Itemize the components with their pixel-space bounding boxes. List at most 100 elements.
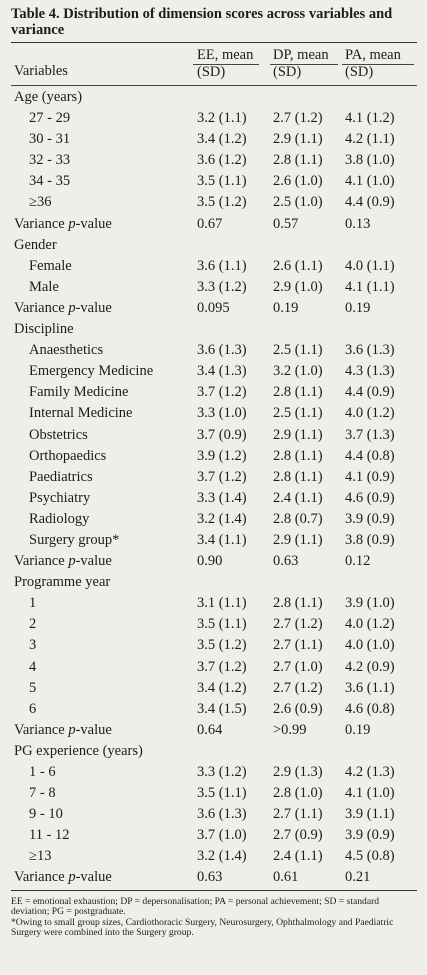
- row-label: Anaesthetics: [29, 342, 104, 359]
- cell-pa: 4.1 (1.1): [345, 278, 395, 295]
- table-group-row: Age (years): [11, 87, 417, 108]
- table-row: 27 - 29 3.2 (1.1) 2.7 (1.2) 4.1 (1.2): [11, 108, 417, 129]
- table-row: Surgery group* 3.4 (1.1) 2.9 (1.1) 3.8 (0.9…: [11, 530, 417, 551]
- cell-ee: 3.7 (1.0): [197, 827, 247, 844]
- table-row: 30 - 31 3.4 (1.2) 2.9 (1.1) 4.2 (1.1): [11, 129, 417, 150]
- cell-ee: 3.7 (1.2): [197, 468, 247, 485]
- table-row: 5 3.4 (1.2) 2.7 (1.2) 3.6 (1.1): [11, 678, 417, 699]
- row-label: Psychiatry: [29, 489, 91, 506]
- table-row: Female 3.6 (1.1) 2.6 (1.1) 4.0 (1.1): [11, 256, 417, 277]
- cell-pa: 4.4 (0.9): [345, 194, 395, 211]
- header-dp-underline: [270, 64, 338, 65]
- row-label: 1 - 6: [29, 764, 56, 780]
- row-label: Variance p-value: [14, 299, 112, 316]
- table-row: Male 3.3 (1.2) 2.9 (1.0) 4.1 (1.1): [11, 277, 417, 298]
- header-ee-line2: (SD): [197, 64, 226, 80]
- row-label: 4: [29, 658, 37, 675]
- cell-pa: 4.0 (1.2): [345, 405, 395, 422]
- header-ee-underline: [193, 64, 259, 65]
- cell-pa: 0.12: [345, 553, 371, 570]
- cell-pa: 0.13: [345, 215, 371, 232]
- cell-pa: 4.4 (0.9): [345, 384, 395, 401]
- row-label: 3: [29, 637, 37, 654]
- cell-pa: 3.8 (1.0): [345, 152, 395, 169]
- row-label: 7 - 8: [29, 785, 56, 802]
- cell-ee: 3.3 (1.2): [197, 764, 247, 780]
- table-row: 4 3.7 (1.2) 2.7 (1.0) 4.2 (0.9): [11, 657, 417, 678]
- cell-pa: 4.1 (0.9): [345, 468, 395, 485]
- table-footnotes: EE = emotional exhaustion; DP = deperson…: [11, 896, 417, 939]
- row-label: Emergency Medicine: [29, 363, 154, 380]
- cell-pa: 4.2 (1.3): [345, 764, 395, 780]
- table-group-row: Variance p-value 0.67 0.57 0.13: [11, 214, 417, 235]
- cell-pa: 4.2 (1.1): [345, 131, 395, 148]
- cell-dp: 2.7 (1.0): [273, 658, 323, 675]
- table-row: Internal Medicine 3.3 (1.0) 2.5 (1.1) 4.0 (…: [11, 403, 417, 424]
- table-row: 1 3.1 (1.1) 2.8 (1.1) 3.9 (1.0): [11, 593, 417, 614]
- table-row: 11 - 12 3.7 (1.0) 2.7 (0.9) 3.9 (0.9): [11, 825, 417, 846]
- table-row: 3 3.5 (1.2) 2.7 (1.1) 4.0 (1.0): [11, 635, 417, 656]
- header-rule: [11, 85, 417, 86]
- row-label: 5: [29, 679, 37, 696]
- row-label: Female: [29, 257, 72, 274]
- row-label: Male: [29, 278, 59, 295]
- row-label: PG experience (years): [14, 742, 143, 759]
- cell-dp: 2.8 (1.1): [273, 384, 323, 401]
- row-label: Obstetrics: [29, 426, 88, 443]
- cell-pa: 4.3 (1.3): [345, 363, 395, 380]
- row-label: Discipline: [14, 321, 74, 338]
- table-row: Psychiatry 3.3 (1.4) 2.4 (1.1) 4.6 (0.9): [11, 488, 417, 509]
- cell-pa: 0.19: [345, 299, 371, 316]
- table-group-row: Discipline: [11, 319, 417, 340]
- row-label: Age (years): [14, 89, 83, 105]
- cell-dp: 2.9 (1.0): [273, 278, 323, 295]
- cell-pa: 0.19: [345, 721, 371, 738]
- cell-ee: 3.5 (1.2): [197, 194, 247, 211]
- table-group-row: Programme year: [11, 572, 417, 593]
- table-row: ≥36 3.5 (1.2) 2.5 (1.0) 4.4 (0.9): [11, 192, 417, 213]
- cell-dp: 0.63: [273, 553, 299, 570]
- row-label: Paediatrics: [29, 468, 93, 485]
- row-label: 34 - 35: [29, 173, 71, 190]
- cell-ee: 0.90: [197, 553, 223, 570]
- cell-dp: 2.7 (1.2): [273, 110, 323, 127]
- cell-dp: 2.7 (1.2): [273, 679, 323, 696]
- cell-ee: 3.5 (1.1): [197, 173, 247, 190]
- footnote-surgery-group: *Owing to small group sizes, Cardiothora…: [11, 916, 394, 939]
- table-group-row: Gender: [11, 235, 417, 256]
- cell-ee: 3.4 (1.3): [197, 363, 247, 380]
- cell-dp: 0.61: [273, 869, 299, 886]
- cell-ee: 3.4 (1.1): [197, 531, 247, 548]
- row-label: Variance p-value: [14, 215, 112, 232]
- table-header: Variables EE, mean (SD) DP, mean (SD) PA…: [11, 43, 417, 85]
- cell-dp: 2.5 (1.0): [273, 194, 323, 211]
- row-label: 6: [29, 700, 37, 717]
- cell-ee: 3.2 (1.4): [197, 848, 247, 865]
- cell-pa: 3.6 (1.1): [345, 679, 395, 696]
- cell-ee: 3.3 (1.2): [197, 278, 247, 295]
- cell-dp: 2.8 (1.1): [273, 447, 323, 464]
- cell-ee: 3.9 (1.2): [197, 447, 247, 464]
- table-group-row: Variance p-value 0.64 >0.99 0.19: [11, 720, 417, 741]
- row-label: Orthopaedics: [29, 447, 107, 464]
- cell-dp: 2.7 (1.2): [273, 616, 323, 633]
- row-label: Family Medicine: [29, 384, 129, 401]
- cell-pa: 4.0 (1.1): [345, 257, 395, 274]
- cell-ee: 3.7 (0.9): [197, 426, 247, 443]
- cell-dp: 2.8 (1.1): [273, 468, 323, 485]
- cell-pa: 4.6 (0.9): [345, 489, 395, 506]
- cell-ee: 3.6 (1.2): [197, 152, 247, 169]
- cell-pa: 3.8 (0.9): [345, 531, 395, 548]
- cell-pa: 4.2 (0.9): [345, 658, 395, 675]
- cell-dp: 2.9 (1.1): [273, 531, 323, 548]
- cell-ee: 3.7 (1.2): [197, 658, 247, 675]
- cell-ee: 3.7 (1.2): [197, 384, 247, 401]
- row-label: Variance p-value: [14, 721, 112, 738]
- row-label: Programme year: [14, 574, 111, 591]
- row-label: 32 - 33: [29, 152, 71, 169]
- cell-ee: 3.1 (1.1): [197, 595, 247, 612]
- cell-dp: 2.6 (1.1): [273, 257, 323, 274]
- cell-dp: 3.2 (1.0): [273, 363, 323, 380]
- cell-dp: 2.5 (1.1): [273, 405, 323, 422]
- cell-ee: 3.6 (1.3): [197, 342, 247, 359]
